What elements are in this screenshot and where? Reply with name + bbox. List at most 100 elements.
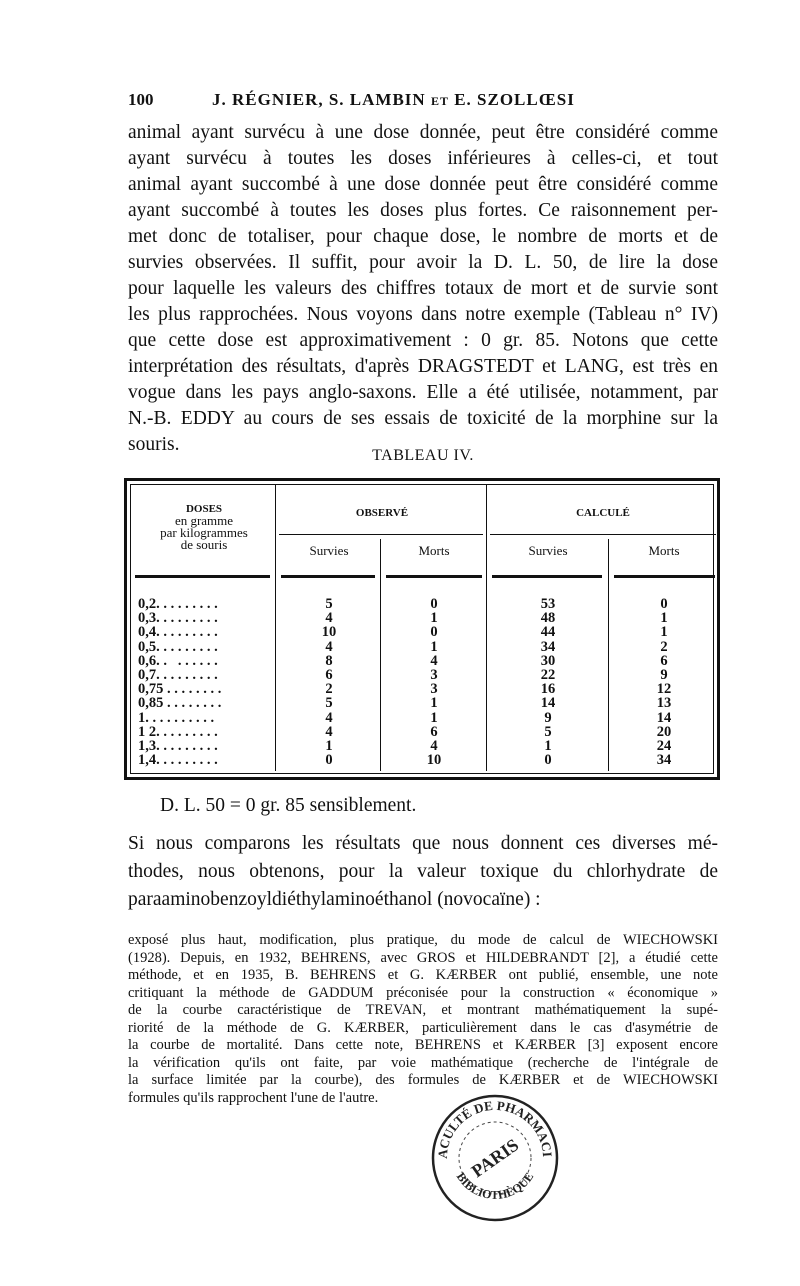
column-obs-survies: 5 4 10 4 8 6 2 5 4 4 1 0 xyxy=(277,596,381,769)
text-line: la vérification qu'ils ont faite, par vo… xyxy=(128,1054,718,1071)
table-cell-obs-survies: 2 xyxy=(325,681,333,698)
text-line: la surface limitée par la courbe), des f… xyxy=(128,1072,718,1088)
table-cell-obs-morts: 4 xyxy=(430,652,438,669)
divider xyxy=(490,534,716,535)
dl50-result: D. L. 50 = 0 gr. 85 sensiblement. xyxy=(160,795,417,816)
table-cell-calc-morts: 24 xyxy=(656,737,672,754)
text-line: interprétation des résultats, d'après DR… xyxy=(128,356,718,377)
table-cell-dose: 0,75 . . . . . . . . xyxy=(138,681,222,698)
text-line: met donc de totaliser, pour chaque dose,… xyxy=(128,226,718,247)
table-cell-calc-survies: 0 xyxy=(544,752,552,769)
footnote: exposé plus haut, modification, plus pra… xyxy=(128,932,718,1107)
table-cell-obs-morts: 0 xyxy=(430,624,438,641)
svg-text:BIBLIOTHÈQUE: BIBLIOTHÈQUE xyxy=(454,1170,537,1202)
text-line: vogue dans les pays anglo-saxons. Elle a… xyxy=(128,382,718,403)
text-line: de la courbe caractéristique de TREVAN, … xyxy=(128,1002,718,1018)
header-obs-morts: Morts xyxy=(418,543,450,558)
header-observe: OBSERVÉ xyxy=(355,507,409,519)
table-cell-obs-morts: 10 xyxy=(426,752,442,769)
table-cell-calc-survies: 9 xyxy=(544,709,552,726)
table-cell-obs-survies: 4 xyxy=(325,709,333,726)
table-cell-dose: 0,3. . . . . . . . . xyxy=(138,610,218,627)
table-cell-calc-morts: 12 xyxy=(656,681,672,698)
table-cell-obs-survies: 5 xyxy=(325,596,333,612)
divider xyxy=(281,575,375,578)
table-inner-border xyxy=(130,484,714,774)
text-line: riorité de la méthode de G. KÆRBER, part… xyxy=(128,1019,718,1036)
header-obs-survies: Survies xyxy=(309,543,349,558)
table-cell-obs-morts: 1 xyxy=(430,709,438,726)
text-line: animal ayant survécu à une dose donnée, … xyxy=(128,122,718,143)
header-calc-morts: Morts xyxy=(648,543,680,558)
text-line: méthode, et en 1935, B. BEHRENS et G. KÆ… xyxy=(128,967,718,983)
table-cell-obs-survies: 4 xyxy=(325,610,333,627)
table-cell-calc-survies: 5 xyxy=(544,723,552,740)
table-cell-obs-survies: 6 xyxy=(325,666,333,683)
table-cell-obs-survies: 1 xyxy=(325,737,333,754)
table-cell-calc-morts: 20 xyxy=(656,723,672,740)
header-doses-line: en gramme xyxy=(174,513,234,528)
divider xyxy=(386,575,482,578)
text-line: ayant survécu à toutes les doses inférie… xyxy=(128,148,718,169)
table-cell-obs-morts: 1 xyxy=(430,610,438,627)
divider xyxy=(135,575,270,578)
table-cell-obs-morts: 3 xyxy=(430,681,438,698)
header-calc-survies: Survies xyxy=(528,543,568,558)
table-cell-obs-morts: 0 xyxy=(430,596,438,612)
header-doses: DOSES en gramme par kilogrammes de souri… xyxy=(135,503,273,551)
text-line: thodes, nous obtenons, pour la valeur to… xyxy=(128,861,718,882)
table-cell-dose: 1 2. . . . . . . . . xyxy=(138,723,218,740)
divider xyxy=(380,539,381,771)
column-doses: 0,2. . . . . . . . . 0,3. . . . . . . . .… xyxy=(138,596,273,769)
table-cell-obs-morts: 1 xyxy=(430,638,438,655)
table-caption: TABLEAU IV. xyxy=(372,447,474,464)
table-cell-calc-morts: 9 xyxy=(660,666,668,683)
header-doses-line: par kilogrammes xyxy=(160,525,248,540)
table-cell-obs-survies: 4 xyxy=(325,723,333,740)
table-cell-dose: 0,6. . . . . . . . xyxy=(138,652,218,669)
text-line: exposé plus haut, modification, plus pra… xyxy=(128,932,718,948)
table-cell-obs-survies: 4 xyxy=(325,638,333,655)
table-cell-calc-survies: 34 xyxy=(540,638,556,655)
divider xyxy=(279,534,483,535)
header-calcule: CALCULÉ xyxy=(576,507,630,519)
table-cell-dose: 0,2. . . . . . . . . xyxy=(138,596,218,612)
page-number: 100 xyxy=(128,90,154,109)
divider xyxy=(275,485,276,771)
table-cell-dose: 0,4. . . . . . . . . xyxy=(138,624,218,641)
header-doses-line: de souris xyxy=(180,537,228,552)
table-cell-calc-survies: 1 xyxy=(544,737,552,754)
column-calc-morts: 0 1 1 2 6 9 12 13 14 20 24 34 xyxy=(609,596,719,768)
library-stamp: FACULTÉ DE PHARMACIE BIBLIOTHÈQUE PARIS xyxy=(425,1092,559,1222)
text-line: ayant succombé à toutes les doses plus f… xyxy=(128,200,718,221)
table-cell-calc-survies: 53 xyxy=(540,596,556,612)
table-cell-obs-morts: 1 xyxy=(430,695,438,712)
divider xyxy=(614,575,715,578)
table-cell-obs-survies: 5 xyxy=(325,695,333,712)
table-cell-dose: 1. . . . . . . . . . xyxy=(138,709,215,726)
table-cell-calc-survies: 22 xyxy=(540,666,556,683)
paragraph-2: Si nous comparons les résultats que nous… xyxy=(128,830,718,914)
header-doses-line: DOSES xyxy=(185,503,223,515)
table-cell-dose: 1,4. . . . . . . . . xyxy=(138,752,218,769)
table-cell-calc-survies: 16 xyxy=(540,681,556,698)
paragraph-1: animal ayant survécu à une dose donnée, … xyxy=(128,120,718,458)
divider xyxy=(608,539,609,771)
divider xyxy=(492,575,602,578)
text-line: que cette dose est approximativement : 0… xyxy=(128,330,718,351)
table-cell-obs-survies: 0 xyxy=(325,752,333,769)
table-cell-obs-survies: 10 xyxy=(321,624,337,641)
column-calc-survies: 53 48 44 34 30 22 16 14 9 5 1 0 xyxy=(487,596,609,769)
text-line: souris. xyxy=(128,434,180,455)
text-line: animal ayant succombé à une dose donnée … xyxy=(128,174,718,195)
table-cell-calc-survies: 30 xyxy=(540,652,556,669)
running-header: 100 J. RÉGNIER, S. LAMBIN et E. SZOLLŒSI xyxy=(128,90,718,114)
table-cell-calc-morts: 0 xyxy=(660,596,668,612)
text-line: les plus rapprochées. Nous voyons dans n… xyxy=(128,304,718,325)
divider xyxy=(486,485,487,771)
text-line: paraaminobenzoyldiéthylaminoéthanol (nov… xyxy=(128,889,541,910)
table-cell-dose: 0,5. . . . . . . . . xyxy=(138,638,218,655)
running-header-authors: J. RÉGNIER, S. LAMBIN et E. SZOLLŒSI xyxy=(212,90,575,109)
table-cell-calc-survies: 44 xyxy=(540,624,556,641)
text-line: critiquant la méthode de GADDUM préconis… xyxy=(128,984,718,1001)
